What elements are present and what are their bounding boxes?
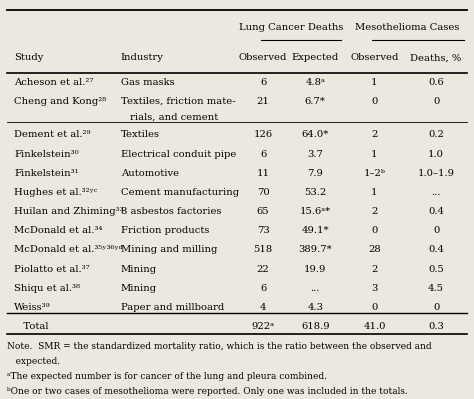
Text: 6: 6	[260, 150, 266, 159]
Text: Hughes et al.³²ʸᶜ: Hughes et al.³²ʸᶜ	[14, 188, 98, 197]
Text: 28: 28	[368, 245, 381, 255]
Text: Weiss³⁹: Weiss³⁹	[14, 303, 51, 312]
Text: ᵇOne or two cases of mesothelioma were reported. Only one was included in the to: ᵇOne or two cases of mesothelioma were r…	[7, 387, 408, 396]
Text: Mining: Mining	[121, 265, 157, 274]
Text: 0: 0	[371, 226, 378, 235]
Text: 4: 4	[260, 303, 266, 312]
Text: 2: 2	[371, 207, 378, 216]
Text: Finkelstein³⁰: Finkelstein³⁰	[14, 150, 79, 159]
Text: 0: 0	[433, 303, 439, 312]
Text: rials, and cement: rials, and cement	[130, 113, 219, 122]
Text: Note.  SMR = the standardized mortality ratio, which is the ratio between the ob: Note. SMR = the standardized mortality r…	[7, 342, 432, 351]
Text: 3.7: 3.7	[307, 150, 323, 159]
Text: Huilan and Zhiming³³: Huilan and Zhiming³³	[14, 207, 124, 216]
Text: Piolatto et al.³⁷: Piolatto et al.³⁷	[14, 265, 90, 274]
Text: 0.3: 0.3	[428, 322, 444, 331]
Text: Dement et al.²⁹: Dement et al.²⁹	[14, 130, 91, 140]
Text: ...: ...	[310, 284, 320, 293]
Text: Cement manufacturing: Cement manufacturing	[121, 188, 239, 197]
Text: 6.7*: 6.7*	[305, 97, 326, 106]
Text: 49.1*: 49.1*	[301, 226, 329, 235]
Text: Study: Study	[14, 53, 44, 62]
Text: Textiles: Textiles	[121, 130, 160, 140]
Text: Cheng and Kong²⁸: Cheng and Kong²⁸	[14, 97, 107, 106]
Text: 11: 11	[256, 169, 270, 178]
Text: 19.9: 19.9	[304, 265, 327, 274]
Text: 8 asbestos factories: 8 asbestos factories	[121, 207, 221, 216]
Text: 0.4: 0.4	[428, 245, 444, 255]
Text: ...: ...	[431, 188, 441, 197]
Text: 53.2: 53.2	[304, 188, 326, 197]
Text: Textiles, friction mate-: Textiles, friction mate-	[121, 97, 236, 106]
Text: 70: 70	[257, 188, 269, 197]
Text: 4.5: 4.5	[428, 284, 444, 293]
Text: 64.0*: 64.0*	[301, 130, 329, 140]
Text: 0: 0	[433, 97, 439, 106]
Text: 0: 0	[371, 303, 378, 312]
Text: 1.0–1.9: 1.0–1.9	[418, 169, 455, 178]
Text: 41.0: 41.0	[363, 322, 386, 331]
Text: 73: 73	[257, 226, 269, 235]
Text: McDonald et al.³⁵ʸ³⁶ʸᵈ: McDonald et al.³⁵ʸ³⁶ʸᵈ	[14, 245, 123, 255]
Text: Mining: Mining	[121, 284, 157, 293]
Text: 518: 518	[254, 245, 273, 255]
Text: ᵃThe expected number is for cancer of the lung and pleura combined.: ᵃThe expected number is for cancer of th…	[7, 372, 327, 381]
Text: Paper and millboard: Paper and millboard	[121, 303, 224, 312]
Text: 2: 2	[371, 130, 378, 140]
Text: 0.4: 0.4	[428, 207, 444, 216]
Text: 1: 1	[371, 78, 378, 87]
Text: Deaths, %: Deaths, %	[410, 53, 462, 62]
Text: 618.9: 618.9	[301, 322, 329, 331]
Text: 4.3: 4.3	[307, 303, 323, 312]
Text: Finkelstein³¹: Finkelstein³¹	[14, 169, 79, 178]
Text: 0: 0	[371, 97, 378, 106]
Text: Shiqu et al.³⁸: Shiqu et al.³⁸	[14, 284, 80, 293]
Text: 0: 0	[433, 226, 439, 235]
Text: 6: 6	[260, 78, 266, 87]
Text: 3: 3	[371, 284, 378, 293]
Text: 22: 22	[257, 265, 269, 274]
Text: 21: 21	[256, 97, 270, 106]
Text: 0.6: 0.6	[428, 78, 444, 87]
Text: Observed: Observed	[350, 53, 399, 62]
Text: 6: 6	[260, 284, 266, 293]
Text: McDonald et al.³⁴: McDonald et al.³⁴	[14, 226, 102, 235]
Text: 1.0: 1.0	[428, 150, 444, 159]
Text: Total: Total	[14, 322, 49, 331]
Text: 7.9: 7.9	[307, 169, 323, 178]
Text: Industry: Industry	[121, 53, 164, 62]
Text: 15.6ᵃ*: 15.6ᵃ*	[300, 207, 331, 216]
Text: 1–2ᵇ: 1–2ᵇ	[364, 169, 385, 178]
Text: 0.2: 0.2	[428, 130, 444, 140]
Text: 65: 65	[257, 207, 269, 216]
Text: Friction products: Friction products	[121, 226, 209, 235]
Text: Mesothelioma Cases: Mesothelioma Cases	[356, 24, 460, 32]
Text: 2: 2	[371, 265, 378, 274]
Text: 389.7*: 389.7*	[298, 245, 332, 255]
Text: 0.5: 0.5	[428, 265, 444, 274]
Text: Mining and milling: Mining and milling	[121, 245, 217, 255]
Text: 126: 126	[254, 130, 273, 140]
Text: expected.: expected.	[7, 357, 60, 366]
Text: 1: 1	[371, 188, 378, 197]
Text: Acheson et al.²⁷: Acheson et al.²⁷	[14, 78, 93, 87]
Text: Automotive: Automotive	[121, 169, 179, 178]
Text: Expected: Expected	[292, 53, 339, 62]
Text: 4.8ᵃ: 4.8ᵃ	[305, 78, 325, 87]
Text: Lung Cancer Deaths: Lung Cancer Deaths	[239, 24, 344, 32]
Text: 1: 1	[371, 150, 378, 159]
Text: Gas masks: Gas masks	[121, 78, 174, 87]
Text: 922ᵃ: 922ᵃ	[252, 322, 274, 331]
Text: Observed: Observed	[239, 53, 287, 62]
Text: Electrical conduit pipe: Electrical conduit pipe	[121, 150, 236, 159]
